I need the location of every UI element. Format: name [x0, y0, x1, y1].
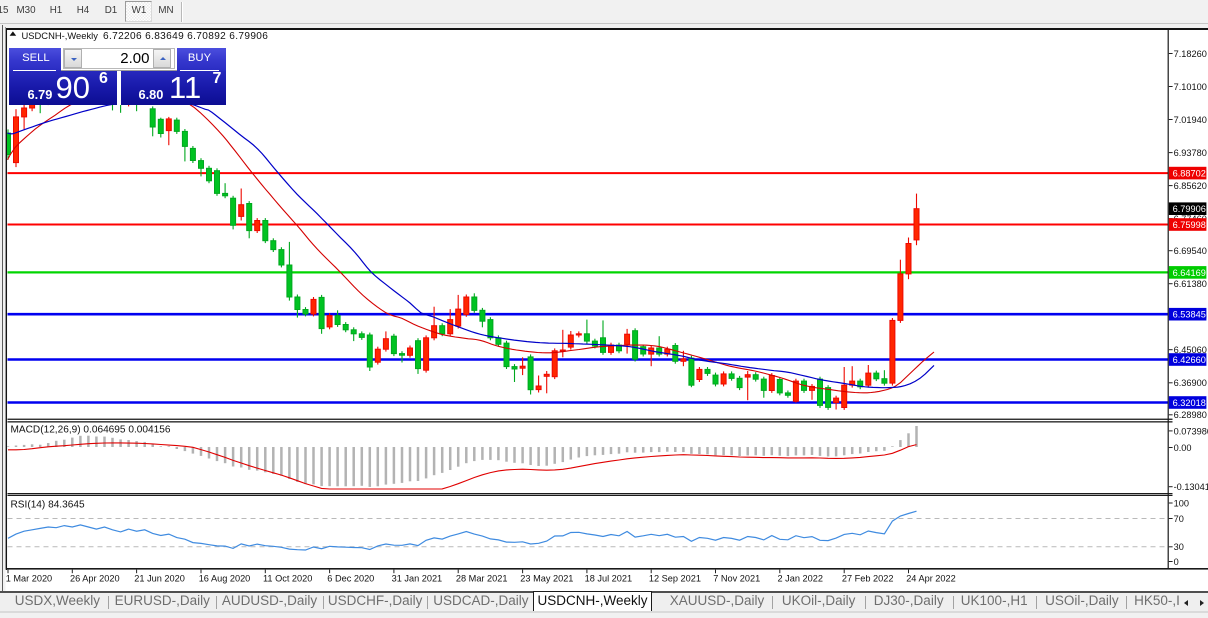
svg-text:6.85620: 6.85620 [1174, 181, 1207, 191]
svg-text:6.88702: 6.88702 [1173, 169, 1206, 179]
svg-text:6.64169: 6.64169 [1173, 268, 1206, 278]
svg-text:-0.13041: -0.13041 [1174, 482, 1208, 492]
svg-text:11 Oct 2020: 11 Oct 2020 [263, 574, 312, 584]
svg-text:18 Jul 2021: 18 Jul 2021 [585, 574, 633, 584]
svg-text:23 May 2021: 23 May 2021 [520, 574, 573, 584]
svg-text:27 Feb 2022: 27 Feb 2022 [842, 574, 894, 584]
svg-text:MACD(12,26,9) 0.064695 0.00415: MACD(12,26,9) 0.064695 0.004156 [11, 424, 171, 435]
svg-text:26 Apr 2020: 26 Apr 2020 [70, 574, 120, 584]
svg-text:7.10100: 7.10100 [1174, 82, 1207, 92]
svg-text:30: 30 [1174, 542, 1184, 552]
svg-text:USDCNH-,Weekly: USDCNH-,Weekly [22, 30, 99, 41]
svg-text:6.72206 6.83649 6.70892 6.7990: 6.72206 6.83649 6.70892 6.79906 [103, 31, 268, 42]
svg-text:7.18260: 7.18260 [1174, 49, 1207, 59]
svg-text:6.45060: 6.45060 [1174, 345, 1207, 355]
svg-text:6 Dec 2020: 6 Dec 2020 [327, 574, 374, 584]
svg-text:6.93780: 6.93780 [1174, 148, 1207, 158]
svg-text:7.01940: 7.01940 [1174, 115, 1207, 125]
svg-text:2 Jan 2022: 2 Jan 2022 [778, 574, 823, 584]
svg-text:6.69540: 6.69540 [1174, 246, 1207, 256]
svg-text:12 Sep 2021: 12 Sep 2021 [649, 574, 701, 584]
svg-text:7 Nov 2021: 7 Nov 2021 [713, 574, 760, 584]
svg-text:16 Aug 2020: 16 Aug 2020 [199, 574, 251, 584]
svg-text:100: 100 [1174, 498, 1189, 508]
svg-text:28 Mar 2021: 28 Mar 2021 [456, 574, 508, 584]
svg-text:1 Mar 2020: 1 Mar 2020 [6, 574, 52, 584]
svg-text:0.073986: 0.073986 [1174, 426, 1208, 436]
svg-text:RSI(14) 84.3645: RSI(14) 84.3645 [11, 500, 85, 511]
svg-text:6.75998: 6.75998 [1173, 220, 1206, 230]
svg-text:21 Jun 2020: 21 Jun 2020 [134, 574, 185, 584]
svg-text:31 Jan 2021: 31 Jan 2021 [392, 574, 443, 584]
svg-text:24 Apr 2022: 24 Apr 2022 [906, 574, 956, 584]
svg-text:70: 70 [1174, 514, 1184, 524]
svg-text:6.32018: 6.32018 [1173, 398, 1206, 408]
svg-text:6.79906: 6.79906 [1173, 204, 1206, 214]
svg-text:6.42660: 6.42660 [1173, 355, 1206, 365]
svg-text:6.28980: 6.28980 [1174, 410, 1207, 420]
svg-text:0.00: 0.00 [1174, 443, 1192, 453]
svg-text:6.61380: 6.61380 [1174, 279, 1207, 289]
svg-text:6.36900: 6.36900 [1174, 378, 1207, 388]
svg-text:6.53845: 6.53845 [1173, 310, 1206, 320]
svg-text:0: 0 [1174, 557, 1179, 567]
